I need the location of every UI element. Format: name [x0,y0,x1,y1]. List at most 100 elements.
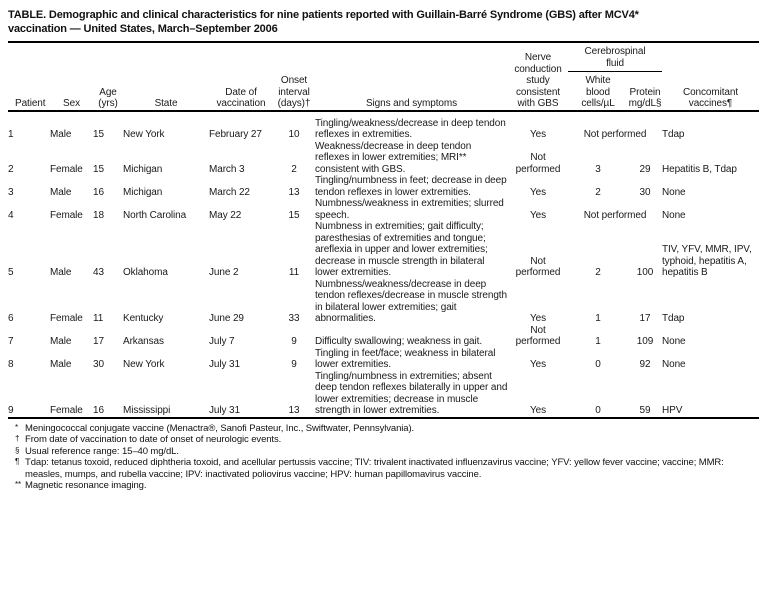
cell-state: New York [123,129,165,140]
cell-onset-interval: 33 [288,313,300,324]
col-header-state: State [123,42,209,112]
cell-onset-interval: 13 [288,186,300,198]
cell-protein-level: 17 [639,313,651,324]
cell-vaccination-date: June 29 [209,313,244,324]
cell-patient: 9 [8,405,14,416]
cell-concomitant-vaccines: None [662,209,686,221]
table-row: 3 Male 16 Michigan March 22 13 Tingling/numbne… [8,175,759,198]
col-header-vaccination-date: Date of vaccination [209,42,273,112]
cell-wbc-count: 1 [595,336,601,347]
cell-age: 30 [93,359,104,370]
cell-patient: 7 [8,336,14,347]
cell-patient: 8 [8,359,14,370]
cell-onset-interval: 9 [291,336,297,347]
footnote-text: Magnetic resonance imaging. [25,480,147,491]
footnote-marker: † [15,434,20,443]
col-header-patient: Patient [8,42,50,112]
cell-age: 15 [93,129,104,140]
cell-onset-interval: 15 [288,209,300,221]
cell-nerve-conduction: Yes [529,129,546,140]
cell-nerve-conduction: Not performed [515,152,561,175]
footnote-marker: ¶ [15,457,20,466]
cell-protein-level: 29 [639,163,651,175]
cell-sex: Female [50,313,83,324]
cell-signs-symptoms: Numbness/weakness in extremities; slurre… [315,198,504,221]
cell-wbc-count: 1 [595,313,601,324]
cell-concomitant-vaccines: TIV, YFV, MMR, IPV, typhoid, hepatitis A… [662,244,752,278]
col-header-signs-symptoms: Signs and symptoms [315,42,508,112]
cell-nerve-conduction: Yes [529,313,546,324]
cell-signs-symptoms: Tingling in feet/face; weakness in bilat… [315,347,496,371]
cell-wbc-count: 2 [595,267,601,278]
table-body: 1 Male 15 New York February 27 10 Tingling/wea… [8,111,759,418]
cell-concomitant-vaccines: Tdap [662,313,685,324]
cell-vaccination-date: February 27 [209,129,262,140]
cell-state: Michigan [123,163,163,175]
footnote-item: § Usual reference range: 15–40 mg/dL. [8,446,756,458]
footnote-item: * Meningococcal conjugate vaccine (Menact… [8,423,756,435]
cell-state: Michigan [123,186,163,198]
cell-wbc-count: 3 [595,163,601,175]
cell-vaccination-date: July 31 [209,359,240,370]
cell-signs-symptoms: Difficulty swallowing; weakness in gait. [315,336,483,347]
cell-age: 18 [93,209,104,221]
col-header-concomitant-vaccines: Concomitant vaccines¶ [662,42,759,112]
cell-vaccination-date: May 22 [209,209,242,221]
table-title: TABLE. Demographic and clinical characte… [8,9,639,35]
cell-state: North Carolina [123,209,187,221]
cell-protein-level: 59 [639,405,651,416]
footnote-text: Meningococcal conjugate vaccine (Menactr… [25,422,415,434]
cell-protein-level: 30 [639,186,651,198]
cell-vaccination-date: July 31 [209,405,240,416]
cell-nerve-conduction: Yes [529,359,546,370]
cell-onset-interval: 9 [291,359,297,370]
cell-nerve-conduction: Not performed [515,255,561,279]
table-row: 6 Female 11 Kentucky June 29 33 Numbness/weakn… [8,279,759,325]
gbs-table: Patient Sex Age (yrs) State Date of vacc… [8,41,759,419]
cell-nerve-conduction: Yes [529,405,546,416]
cell-age: 15 [93,163,104,175]
cell-concomitant-vaccines: HPV [662,405,683,416]
footnote-item: ** Magnetic resonance imaging. [8,480,756,492]
cell-patient: 1 [8,129,14,140]
table-row: 9 Female 16 Mississippi July 31 13 Tingling/nu… [8,371,759,418]
cell-onset-interval: 11 [288,267,300,278]
cell-sex: Male [50,129,72,140]
cell-age: 43 [93,267,104,278]
cell-sex: Male [50,336,72,347]
cell-age: 17 [93,336,104,347]
cell-sex: Female [50,163,83,175]
cell-signs-symptoms: Tingling/numbness in extremities; absent… [315,370,508,417]
cell-patient: 6 [8,313,14,324]
cell-sex: Male [50,267,72,278]
cell-signs-symptoms: Tingling/numbness in feet; decrease in d… [315,175,507,198]
cell-protein-level: 92 [639,359,651,370]
cell-concomitant-vaccines: Tdap [662,129,685,140]
cell-csf-not-performed: Not performed [583,209,647,221]
table-row: 4 Female 18 North Carolina May 22 15 Numbness/… [8,198,759,221]
header-row-top: Patient Sex Age (yrs) State Date of vacc… [8,42,759,112]
cell-wbc-count: 0 [595,359,601,370]
col-header-onset-interval: Onset interval (days)† [273,42,315,112]
table-row: 1 Male 15 New York February 27 10 Tingling/wea… [8,111,759,141]
cell-vaccination-date: March 3 [209,163,245,175]
cell-concomitant-vaccines: None [662,186,686,198]
cell-sex: Male [50,359,72,370]
cell-signs-symptoms: Numbness/weakness/decrease in deep tendo… [315,278,507,325]
cell-concomitant-vaccines: Hepatitis B, Tdap [662,163,737,175]
table-row: 5 Male 43 Oklahoma June 2 11 Numbness in extre… [8,221,759,279]
cell-onset-interval: 2 [291,163,297,175]
col-header-nerve-conduction: Nerve conduction study consistent with G… [508,42,568,112]
cell-age: 16 [93,186,104,198]
footnote-text: Tdap: tetanus toxoid, reduced diphtheria… [25,457,724,480]
cell-state: Mississippi [123,405,171,416]
header-row-sub: White blood cells/µL Protein mg/dL§ [8,71,759,112]
cell-patient: 3 [8,186,14,198]
cell-wbc-count: 0 [595,405,601,416]
cell-state: Kentucky [123,313,164,324]
col-header-csf-group: Cerebrospinal fluid [568,42,662,72]
table-header: Patient Sex Age (yrs) State Date of vacc… [8,42,759,112]
col-header-protein: Protein mg/dL§ [628,71,662,112]
cell-sex: Female [50,405,83,416]
footnote-text: From date of vaccination to date of onse… [25,434,282,445]
